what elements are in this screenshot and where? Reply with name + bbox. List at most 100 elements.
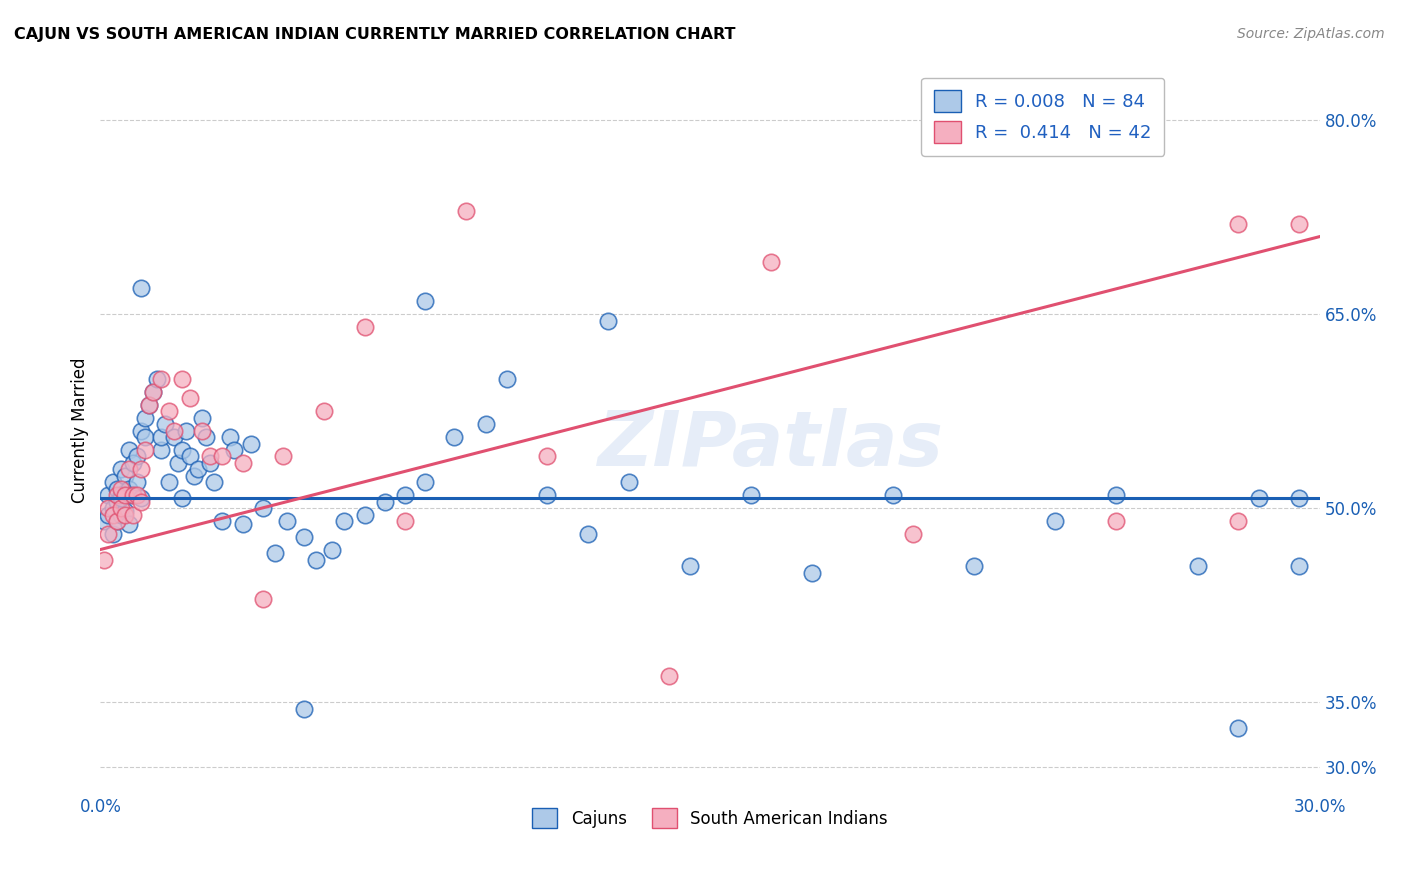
Point	[305, 553, 328, 567]
Point	[129, 462, 152, 476]
Point	[333, 514, 356, 528]
Point	[170, 372, 193, 386]
Point	[105, 488, 128, 502]
Point	[101, 475, 124, 490]
Point	[312, 404, 335, 418]
Point	[121, 488, 143, 502]
Point	[1187, 559, 1209, 574]
Point	[617, 475, 640, 490]
Point	[598, 313, 620, 327]
Point	[252, 501, 274, 516]
Point	[882, 488, 904, 502]
Point	[179, 450, 201, 464]
Point	[1105, 514, 1128, 528]
Point	[232, 456, 254, 470]
Point	[93, 514, 115, 528]
Point	[195, 430, 218, 444]
Point	[536, 450, 558, 464]
Point	[276, 514, 298, 528]
Point	[271, 450, 294, 464]
Point	[118, 442, 141, 457]
Point	[353, 508, 375, 522]
Point	[1288, 559, 1310, 574]
Point	[1227, 514, 1250, 528]
Point	[110, 501, 132, 516]
Point	[1105, 488, 1128, 502]
Point	[1227, 721, 1250, 735]
Point	[162, 430, 184, 444]
Point	[239, 436, 262, 450]
Point	[1288, 491, 1310, 505]
Point	[740, 488, 762, 502]
Point	[800, 566, 823, 580]
Point	[415, 475, 437, 490]
Point	[292, 701, 315, 715]
Point	[174, 424, 197, 438]
Point	[475, 417, 498, 431]
Point	[134, 410, 156, 425]
Point	[97, 508, 120, 522]
Point	[110, 508, 132, 522]
Point	[658, 669, 681, 683]
Point	[321, 542, 343, 557]
Point	[901, 527, 924, 541]
Point	[759, 255, 782, 269]
Point	[187, 462, 209, 476]
Point	[134, 430, 156, 444]
Point	[191, 410, 214, 425]
Point	[114, 508, 136, 522]
Point	[105, 514, 128, 528]
Point	[1247, 491, 1270, 505]
Point	[110, 462, 132, 476]
Point	[264, 546, 287, 560]
Point	[198, 456, 221, 470]
Point	[101, 527, 124, 541]
Point	[138, 398, 160, 412]
Point	[456, 203, 478, 218]
Point	[114, 468, 136, 483]
Point	[114, 488, 136, 502]
Point	[121, 508, 143, 522]
Point	[129, 281, 152, 295]
Point	[536, 488, 558, 502]
Point	[97, 488, 120, 502]
Point	[1045, 514, 1067, 528]
Point	[105, 482, 128, 496]
Point	[129, 491, 152, 505]
Point	[110, 488, 132, 502]
Point	[495, 372, 517, 386]
Point	[211, 450, 233, 464]
Point	[134, 442, 156, 457]
Point	[1288, 217, 1310, 231]
Point	[374, 494, 396, 508]
Point	[101, 508, 124, 522]
Point	[110, 482, 132, 496]
Point	[118, 462, 141, 476]
Point	[159, 404, 181, 418]
Point	[118, 482, 141, 496]
Point	[159, 475, 181, 490]
Point	[97, 527, 120, 541]
Point	[202, 475, 225, 490]
Text: ZIPatlas: ZIPatlas	[598, 408, 943, 482]
Point	[118, 516, 141, 531]
Point	[198, 450, 221, 464]
Legend: Cajuns, South American Indians: Cajuns, South American Indians	[526, 801, 894, 835]
Point	[166, 456, 188, 470]
Point	[101, 501, 124, 516]
Point	[191, 424, 214, 438]
Point	[142, 384, 165, 399]
Point	[963, 559, 986, 574]
Point	[114, 504, 136, 518]
Point	[155, 417, 177, 431]
Point	[105, 494, 128, 508]
Point	[150, 372, 173, 386]
Point	[138, 398, 160, 412]
Point	[679, 559, 702, 574]
Point	[252, 591, 274, 606]
Point	[224, 442, 246, 457]
Point	[1227, 217, 1250, 231]
Point	[353, 320, 375, 334]
Point	[125, 450, 148, 464]
Point	[110, 491, 132, 505]
